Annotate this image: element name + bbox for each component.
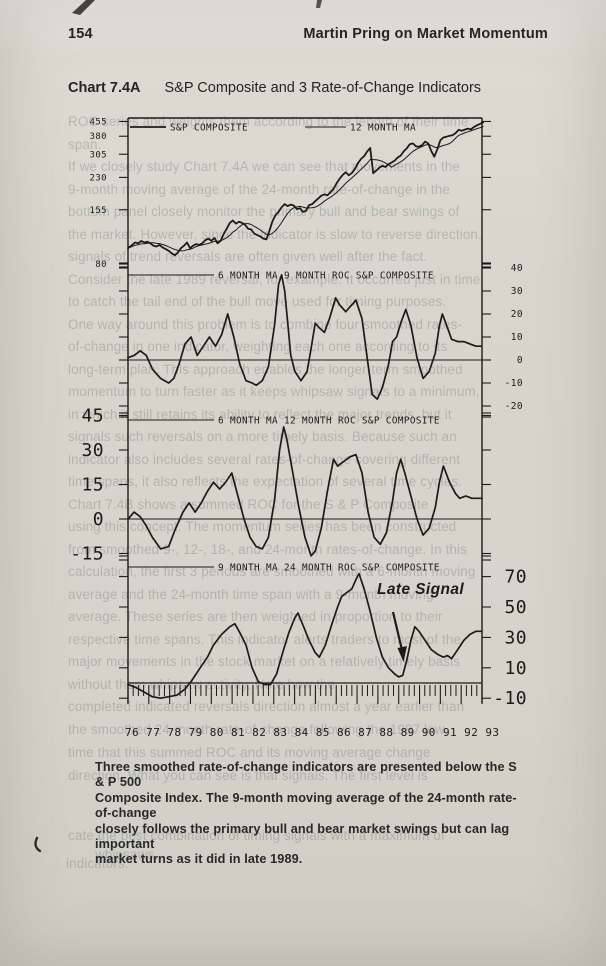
ghost-text-line: from smoothed 9-, 12-, 18-, and 24-month… [68, 542, 468, 557]
roc12-axis-label: 45 [82, 406, 104, 427]
page-number: 154 [68, 26, 93, 42]
running-title: Martin Pring on Market Momentum [303, 26, 548, 42]
late-signal-arrow-shaft [391, 611, 404, 651]
ghost-text-line: indicators. [66, 856, 129, 871]
roc9-axis-label: 30 [511, 286, 523, 297]
roc9-axis-label: 20 [511, 309, 523, 320]
x-axis-label: 81 [231, 726, 245, 739]
late-signal-label: Late Signal [377, 581, 464, 598]
ghost-text-line: respective time spans. This indicator al… [68, 632, 462, 647]
legend-sp-composite: S&P COMPOSITE [170, 123, 248, 134]
sp-axis-label: 455 [90, 117, 107, 127]
sp-axis-label: 305 [90, 150, 107, 160]
x-axis-label: 90 [422, 726, 436, 739]
x-axis-label: 80 [210, 726, 224, 739]
x-axis-label: 87 [358, 726, 372, 739]
ghost-text-line: direction. What you can see is that sign… [68, 768, 428, 783]
panel-title: 6 MONTH MA 9 MONTH ROC S&P COMPOSITE [218, 271, 434, 282]
panel-title: 9 MONTH MA 24 MONTH ROC S&P COMPOSITE [218, 563, 440, 574]
roc24-axis-label: 50 [505, 597, 527, 618]
roc24-axis-label: 10 [505, 658, 527, 679]
ghost-text-line: signals such reversals on a more timely … [68, 429, 457, 444]
ghost-text-line: If we closely study Chart 7.4A we can se… [68, 159, 461, 174]
caption-line: market turns as it did in late 1989. [95, 852, 303, 867]
x-axis-label: 88 [379, 726, 393, 739]
legend-12month-ma: 12 MONTH MA [350, 123, 416, 134]
x-axis-label: 83 [273, 726, 287, 739]
ghost-text-line: Chart 7.4B shows a summed ROC for the S … [68, 497, 429, 512]
ghost-text-line: span. [68, 137, 102, 152]
ghost-text-line: the smoothed 24-month rate-of-change fol… [68, 722, 448, 737]
ghost-text-line: average. These series are then weighted … [68, 609, 443, 624]
x-axis-label: 85 [316, 726, 330, 739]
roc12-axis-label: 30 [82, 440, 104, 461]
pen-mark [34, 836, 42, 853]
scan-artifact-mark [316, 0, 322, 8]
ghost-text-line: in which it still retains its ability to… [68, 407, 452, 422]
x-axis-label: 76 [125, 726, 139, 739]
ghost-text-line: long-term plan. This approach enables th… [68, 362, 463, 377]
roc12-axis-label: -15 [70, 544, 104, 565]
roc24-axis-label: 70 [505, 567, 527, 588]
late-signal-arrowhead [397, 646, 407, 662]
ghost-text-line: average and the 24-month time span with … [68, 587, 434, 602]
sp-axis-label: 155 [90, 206, 107, 216]
ghost-text-line: completed indicated reversals direction … [68, 699, 465, 714]
ghost-text-line: of-change in one indicator, weighting ea… [68, 339, 448, 354]
roc9-axis-label: 0 [517, 355, 523, 366]
caption-line: Composite Index. The 9-month moving aver… [95, 790, 517, 821]
x-axis-label: 84 [295, 726, 309, 739]
roc9-axis-label: -20 [505, 401, 523, 412]
roc12-axis-label: 15 [82, 475, 104, 496]
ghost-text-line: whipsaws. [95, 847, 159, 862]
x-axis-label: 92 [464, 726, 478, 739]
ghost-text-line: indicator also includes several rates-of… [68, 452, 461, 467]
ghost-text-line: major movements in the stock market on a… [68, 654, 461, 669]
roc24-axis-label: 30 [505, 627, 527, 648]
ghost-text-line: using this concept. The momentum series … [68, 519, 457, 534]
roc12-axis-label: 0 [93, 509, 104, 530]
sp-axis-label: 230 [90, 173, 107, 183]
caption-line: Three smoothed rate-of-change indicators… [95, 760, 517, 790]
x-axis-label: 82 [252, 726, 266, 739]
roc24-line [127, 572, 482, 700]
sp-composite-line [127, 121, 485, 257]
ghost-text-line: calculation, the first 3 periods are smo… [68, 564, 476, 579]
ghost-text-line: signals of trend reversals are often giv… [68, 249, 428, 264]
roc12-line [127, 426, 483, 557]
ghost-text-line: momentum to turn faster as it keeps whip… [68, 384, 480, 399]
x-axis-label: 86 [337, 726, 351, 739]
ghost-text-line: cate the best combination of timing sign… [68, 828, 445, 843]
x-axis-label: 89 [401, 726, 415, 739]
sp-axis-label: 80 [95, 260, 107, 270]
roc9-line [127, 274, 482, 400]
ghost-text-line: 9-month moving average of the 24-month r… [68, 182, 450, 197]
roc9-axis-label: -10 [505, 378, 523, 389]
scan-artifact-mark [72, 0, 95, 15]
x-axis-label: 77 [146, 726, 160, 739]
ghost-text-line: time that this summed ROC and its moving… [68, 745, 431, 760]
roc9-axis-label: 40 [511, 263, 523, 274]
figure-title: S&P Composite and 3 Rate-of-Change Indic… [164, 80, 482, 96]
figure-heading: Chart 7.4A S&P Composite and 3 Rate-of-Ch… [68, 80, 481, 96]
roc24-axis-label: -10 [493, 688, 527, 709]
panel-title: 6 MONTH MA 12 MONTH ROC S&P COMPOSITE [218, 416, 440, 427]
page-header: 154 Martin Pring on Market Momentum [68, 26, 548, 42]
sp-axis-label: 380 [90, 132, 107, 142]
caption-line: closely follows the primary bull and bea… [95, 821, 510, 852]
x-axis-label: 91 [443, 726, 457, 739]
x-axis-label: 78 [167, 726, 181, 739]
ghost-text-line: the market. However, since the indicator… [68, 227, 482, 242]
figure-caption: Three smoothed rate-of-change indicators… [95, 760, 525, 868]
x-axis-label: 93 [485, 726, 499, 739]
ghost-text-line: bottom panel closely monitor the primary… [68, 204, 460, 219]
ghost-text-line: Consider the late 1989 reversal, for exa… [68, 272, 481, 287]
roc9-axis-label: 10 [511, 332, 523, 343]
figure-label: Chart 7.4A [68, 80, 141, 96]
ma-12month-line [127, 126, 484, 252]
x-axis-label: 79 [189, 726, 203, 739]
